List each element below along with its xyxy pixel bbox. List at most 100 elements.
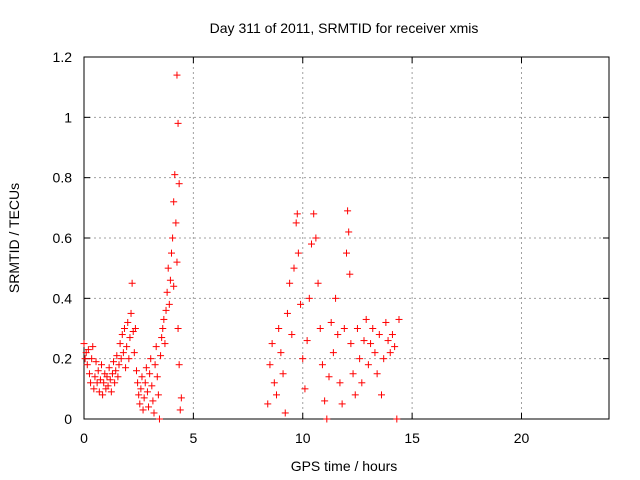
data-point [288, 331, 296, 339]
data-point [92, 358, 100, 366]
data-point [264, 400, 272, 408]
data-point [133, 367, 140, 375]
data-point [345, 228, 353, 236]
data-point [165, 300, 173, 308]
data-point [111, 379, 119, 387]
data-point [104, 382, 112, 390]
data-point [128, 279, 136, 287]
data-point [314, 279, 322, 287]
data-point [177, 394, 185, 402]
data-point [297, 300, 305, 308]
data-point [161, 340, 169, 348]
data-point [173, 71, 181, 79]
data-point [83, 361, 91, 369]
data-point [277, 349, 285, 357]
data-point [119, 349, 127, 357]
data-point [115, 361, 123, 369]
y-tick-label: 0.2 [53, 351, 73, 367]
data-point [151, 361, 159, 369]
data-point [393, 415, 401, 423]
data-point [116, 340, 124, 348]
data-point [126, 334, 134, 342]
data-point [273, 391, 280, 399]
data-point [388, 331, 396, 339]
data-point [305, 294, 313, 302]
data-point [325, 373, 333, 381]
data-point [146, 370, 154, 378]
data-point [110, 358, 118, 366]
data-point [142, 364, 150, 372]
data-point [395, 315, 403, 323]
data-point [154, 391, 162, 399]
data-point [175, 361, 183, 369]
data-point [153, 373, 161, 381]
x-axis-label: GPS time / hours [291, 458, 398, 474]
data-point [87, 379, 95, 387]
x-tick-label: 0 [80, 430, 88, 446]
data-point [164, 264, 172, 272]
data-point [283, 309, 291, 317]
data-point [382, 318, 390, 326]
data-point [149, 397, 157, 405]
data-point [290, 264, 298, 272]
data-point [150, 409, 158, 417]
data-point [170, 198, 178, 206]
data-point [141, 379, 149, 387]
data-point [279, 370, 287, 378]
data-point [301, 385, 309, 393]
data-point [112, 367, 120, 375]
y-tick-label: 0.8 [53, 170, 73, 186]
data-point [84, 346, 92, 354]
x-tick-label: 5 [189, 430, 197, 446]
data-point [113, 352, 121, 360]
data-point [89, 343, 97, 351]
data-point [155, 415, 163, 423]
data-point [148, 382, 156, 390]
data-point [135, 391, 143, 399]
data-point [266, 361, 274, 369]
data-point [343, 249, 350, 257]
data-point [160, 315, 168, 323]
data-point [169, 234, 177, 242]
tick-labels: 0 5 10 15 20 0 0.2 0.4 0.6 0.8 1 1.2 [53, 49, 530, 446]
data-point [91, 373, 99, 381]
data-point [107, 388, 115, 396]
data-point [134, 379, 142, 387]
data-point [143, 388, 151, 396]
data-point [299, 355, 307, 363]
data-point [360, 337, 368, 345]
data-point [353, 325, 361, 332]
data-point [152, 343, 160, 351]
data-point [127, 309, 135, 317]
data-point [327, 318, 335, 326]
x-tick-label: 20 [514, 430, 530, 446]
data-point [125, 355, 133, 363]
data-point [375, 331, 383, 339]
data-point [138, 373, 146, 381]
data-point [175, 180, 183, 188]
data-point [120, 325, 128, 332]
data-point [174, 325, 182, 332]
data-point [105, 364, 113, 372]
data-point [367, 340, 375, 348]
data-point [162, 306, 170, 314]
x-tick-label: 15 [404, 430, 420, 446]
data-point [364, 361, 372, 369]
grid-lines [84, 57, 609, 419]
data-point [108, 370, 116, 378]
data-point [147, 355, 155, 363]
chart-title: Day 311 of 2011, SRMTID for receiver xmi… [210, 20, 479, 36]
data-point [137, 385, 145, 393]
data-point [168, 249, 175, 257]
data-point [100, 379, 108, 387]
data-point [173, 258, 181, 266]
data-point [292, 219, 300, 227]
data-point [338, 400, 346, 408]
data-point [373, 370, 381, 378]
data-point [310, 210, 318, 218]
data-point [334, 331, 342, 339]
data-point [159, 325, 167, 332]
data-point [118, 331, 126, 339]
data-point [308, 240, 315, 248]
